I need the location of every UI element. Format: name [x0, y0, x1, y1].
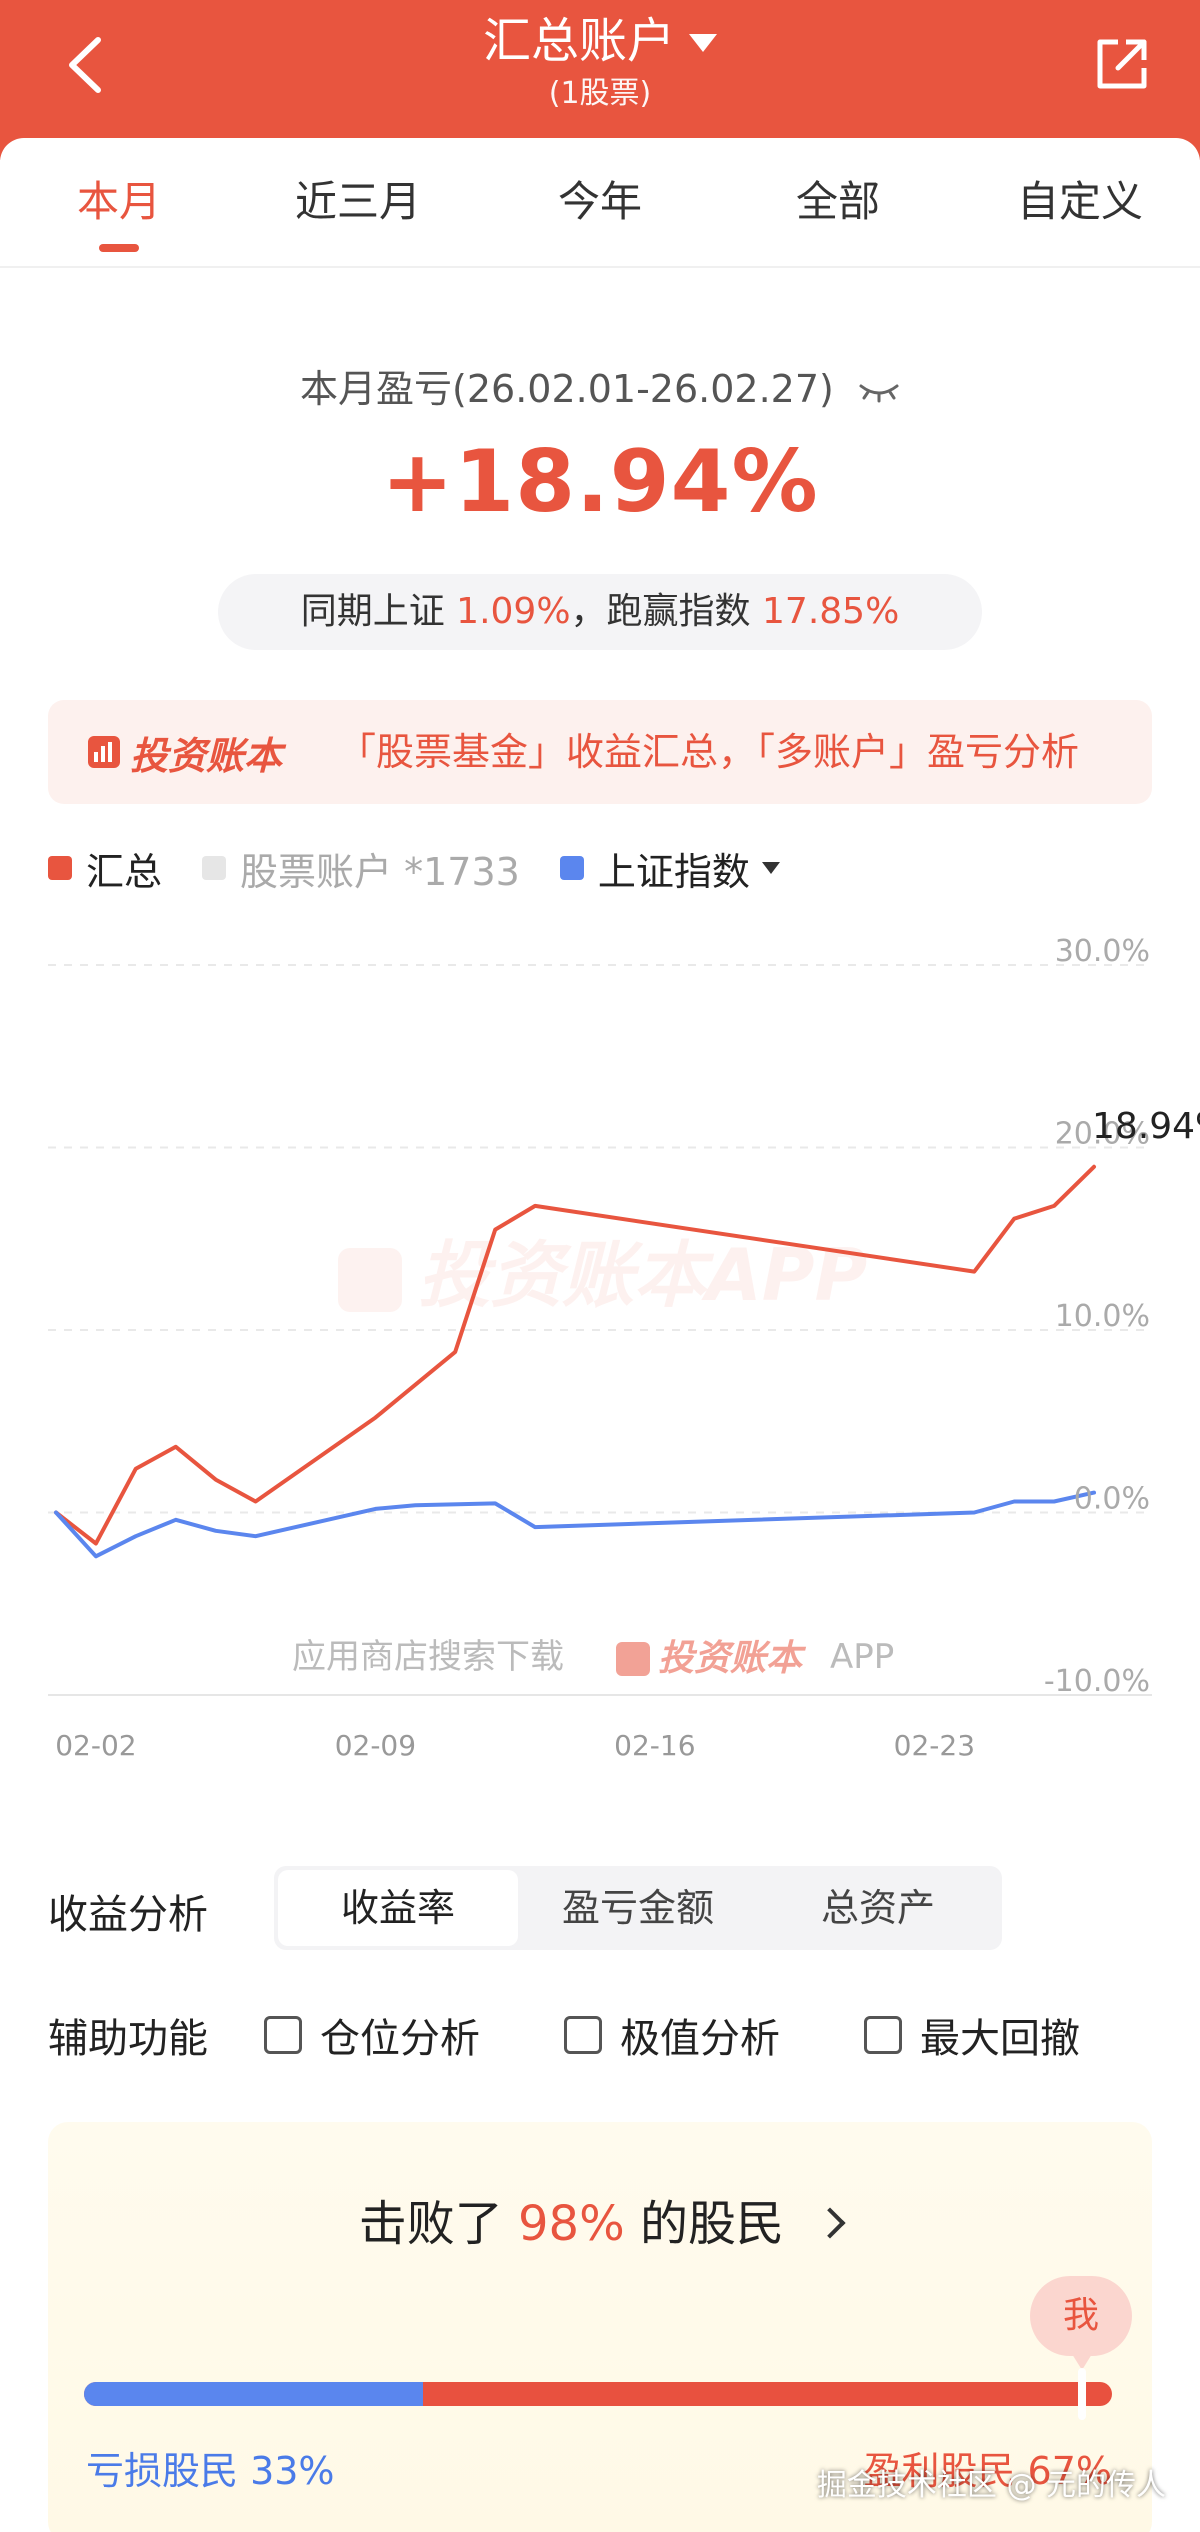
- beat-suffix: 的股民: [639, 2196, 784, 2252]
- checkbox-extreme-analysis[interactable]: 极值分析: [564, 2006, 780, 2064]
- beat-pct: 98%: [518, 2196, 625, 2252]
- beat-investors-card[interactable]: 击败了 98% 的股民 我 亏损股民 33% 盈利股民 67%: [48, 2122, 1152, 2532]
- legend-swatch-stock-account: [202, 856, 227, 880]
- eye-closed-icon[interactable]: [858, 380, 900, 404]
- me-position-marker: [1078, 2368, 1086, 2420]
- chart-legend: 汇总 股票账户 *1733 上证指数: [48, 838, 820, 898]
- chart-footer-logo-icon: [616, 1642, 650, 1676]
- compare-mid: ，跑赢指数: [570, 591, 751, 632]
- banner-text: 「股票基金」收益汇总，「多账户」盈亏分析: [338, 730, 1080, 774]
- y-tick-label: 20.0%: [1055, 1117, 1150, 1152]
- x-axis-ticks: 02-02 02-09 02-16 02-23: [55, 1729, 975, 1762]
- y-axis-ticks: 30.0% 20.0% 10.0% 0.0% -10.0%: [1044, 934, 1150, 1699]
- checkbox-label: 最大回撤: [920, 2016, 1080, 2062]
- checkbox-label: 极值分析: [620, 2016, 780, 2062]
- legend-item-sse-index[interactable]: 上证指数: [559, 841, 780, 896]
- chart-footer-app: APP: [830, 1637, 894, 1677]
- loss-segment: [84, 2382, 424, 2406]
- tab-this-month[interactable]: 本月: [76, 177, 161, 226]
- gain-investors-label: 盈利股民 67%: [863, 2449, 1112, 2493]
- aux-label: 辅助功能: [48, 2016, 208, 2062]
- y-tick-label: 10.0%: [1055, 1299, 1150, 1334]
- chart-footer-text: 应用商店搜索下载: [292, 1637, 564, 1677]
- return-line-chart[interactable]: 投资账本APP 30.0%20.0%10.0%0.0%-10.0% 02-02 0…: [0, 920, 1200, 1780]
- period-label: 本月盈亏(26.02.01-26.02.27): [300, 367, 834, 411]
- beat-index-value: 17.85%: [762, 591, 900, 632]
- tab-custom[interactable]: 自定义: [1016, 177, 1143, 226]
- tab-all[interactable]: 全部: [795, 177, 880, 226]
- period-tabs: 本月 近三月 今年 全部 自定义: [0, 138, 1200, 268]
- chart-grid: [48, 964, 1152, 1696]
- beat-prefix: 击败了: [358, 2196, 503, 2252]
- active-tab-indicator: [99, 244, 139, 252]
- page-title[interactable]: 汇总账户: [482, 13, 675, 69]
- y-tick-label: -10.0%: [1044, 1664, 1150, 1699]
- watermark-text: 投资账本APP: [418, 1233, 867, 1317]
- ledger-logo-icon: [88, 736, 120, 768]
- loss-investors-label: 亏损股民 33%: [86, 2449, 335, 2493]
- checkbox-label: 仓位分析: [320, 2016, 480, 2062]
- chevron-right-icon[interactable]: [814, 2207, 846, 2239]
- monthly-return-pct: +18.94%: [381, 432, 819, 532]
- share-icon[interactable]: [1090, 32, 1154, 96]
- investor-ratio-bar: [84, 2382, 1112, 2406]
- y-tick-label: 0.0%: [1074, 1482, 1150, 1517]
- dropdown-caret-icon[interactable]: [689, 34, 717, 52]
- index-return-value: 1.09%: [456, 591, 571, 632]
- index-compare-pill: 同期上证 1.09%，跑赢指数 17.85%: [218, 574, 982, 650]
- back-arrow-icon[interactable]: [56, 30, 116, 100]
- x-tick-label: 02-02: [55, 1729, 136, 1762]
- legend-label-total: 汇总: [86, 849, 163, 894]
- chart-series: [54, 1164, 1096, 1559]
- end-value-label: 18.94%: [1092, 1106, 1200, 1147]
- analysis-label: 收益分析: [48, 1892, 208, 1938]
- promo-banner[interactable]: 投资账本 「股票基金」收益汇总，「多账户」盈亏分析: [48, 700, 1152, 804]
- checkbox-box[interactable]: [564, 2016, 602, 2054]
- x-tick-label: 02-09: [335, 1729, 416, 1762]
- legend-swatch-sse-index: [559, 856, 584, 880]
- tab-this-year[interactable]: 今年: [557, 177, 642, 226]
- checkbox-box[interactable]: [264, 2016, 302, 2054]
- legend-item-stock-account[interactable]: 股票账户 *1733: [202, 841, 520, 896]
- checkbox-position-analysis[interactable]: 仓位分析: [264, 2006, 480, 2064]
- x-tick-label: 02-16: [614, 1729, 695, 1762]
- chart-footer: 应用商店搜索下载 投资账本 APP: [292, 1637, 894, 1679]
- checkbox-box[interactable]: [864, 2016, 902, 2054]
- tab-three-months[interactable]: 近三月: [294, 177, 421, 226]
- seg-return-rate[interactable]: 收益率: [278, 1870, 518, 1946]
- legend-item-total[interactable]: 汇总: [48, 841, 162, 896]
- seg-pnl-amount[interactable]: 盈亏金额: [561, 1886, 714, 1930]
- chart-footer-logo-text: 投资账本: [658, 1638, 807, 1679]
- legend-swatch-total: [48, 856, 72, 880]
- app-header: 汇总账户 (1股票): [0, 0, 1200, 160]
- legend-label-stock-account: 股票账户 *1733: [240, 849, 520, 894]
- checkbox-max-drawdown[interactable]: 最大回撤: [864, 2006, 1080, 2064]
- chart-watermark: 投资账本APP: [338, 1233, 867, 1317]
- seg-total-assets[interactable]: 总资产: [820, 1886, 935, 1930]
- period-label-row: 本月盈亏(26.02.01-26.02.27): [0, 358, 1200, 413]
- series-line-total: [54, 1164, 1096, 1546]
- beat-title[interactable]: 击败了 98% 的股民: [48, 2184, 1152, 2254]
- legend-dropdown-caret-icon[interactable]: [761, 862, 780, 874]
- legend-label-sse-index: 上证指数: [597, 849, 750, 894]
- me-bubble: 我: [1030, 2276, 1132, 2370]
- watermark-logo-icon: [338, 1248, 402, 1312]
- banner-logo: 投资账本: [86, 730, 282, 778]
- page-subtitle: (1股票): [548, 76, 652, 111]
- banner-logo-text: 投资账本: [130, 733, 283, 778]
- analysis-segmented-control: 收益率 盈亏金额 总资产: [274, 1866, 1002, 1950]
- y-tick-label: 30.0%: [1055, 934, 1150, 969]
- x-tick-label: 02-23: [894, 1729, 975, 1762]
- series-line-sse-index: [54, 1490, 1096, 1559]
- title-block[interactable]: 汇总账户 (1股票): [0, 8, 1200, 114]
- compare-prefix: 同期上证: [300, 591, 445, 632]
- footer-watermark: 掘金技术社区 @ 元的传人: [816, 2468, 1166, 2503]
